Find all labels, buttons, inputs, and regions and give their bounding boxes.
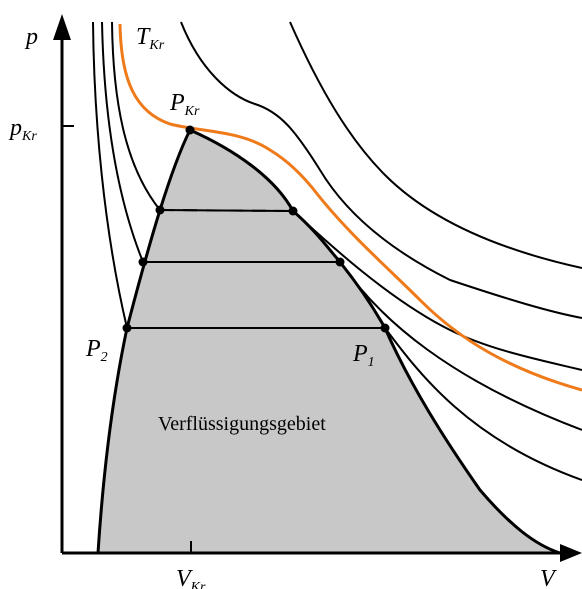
x-axis-arrow (560, 544, 582, 562)
x-axis-label: V (540, 566, 557, 589)
point-2-label: P2 (85, 336, 108, 365)
point-1-marker (380, 323, 390, 333)
critical-point-marker (185, 125, 195, 135)
y-axis-arrow (53, 14, 71, 40)
p-critical-label: pKr (8, 115, 37, 144)
critical-point-label: PKr (169, 90, 200, 119)
isotherm-5 (289, 21, 582, 269)
tie-upper-right-point (288, 206, 298, 216)
tie-upper-left-point (155, 205, 165, 215)
tie-middle-left-point (138, 257, 148, 267)
tie-middle-right-point (335, 257, 345, 267)
y-axis-label: p (24, 24, 38, 50)
point-2-marker (122, 323, 132, 333)
coexistence-region (96, 128, 561, 555)
critical-isotherm-label: TKr (136, 24, 165, 53)
isotherm-4 (180, 21, 582, 319)
isotherm-3 (111, 21, 582, 371)
point-1-label: P1 (352, 341, 375, 370)
critical-isotherm (118, 23, 582, 392)
region-label: Verflüssigungsgebiet (158, 413, 326, 435)
v-critical-label: VKr (176, 566, 206, 589)
